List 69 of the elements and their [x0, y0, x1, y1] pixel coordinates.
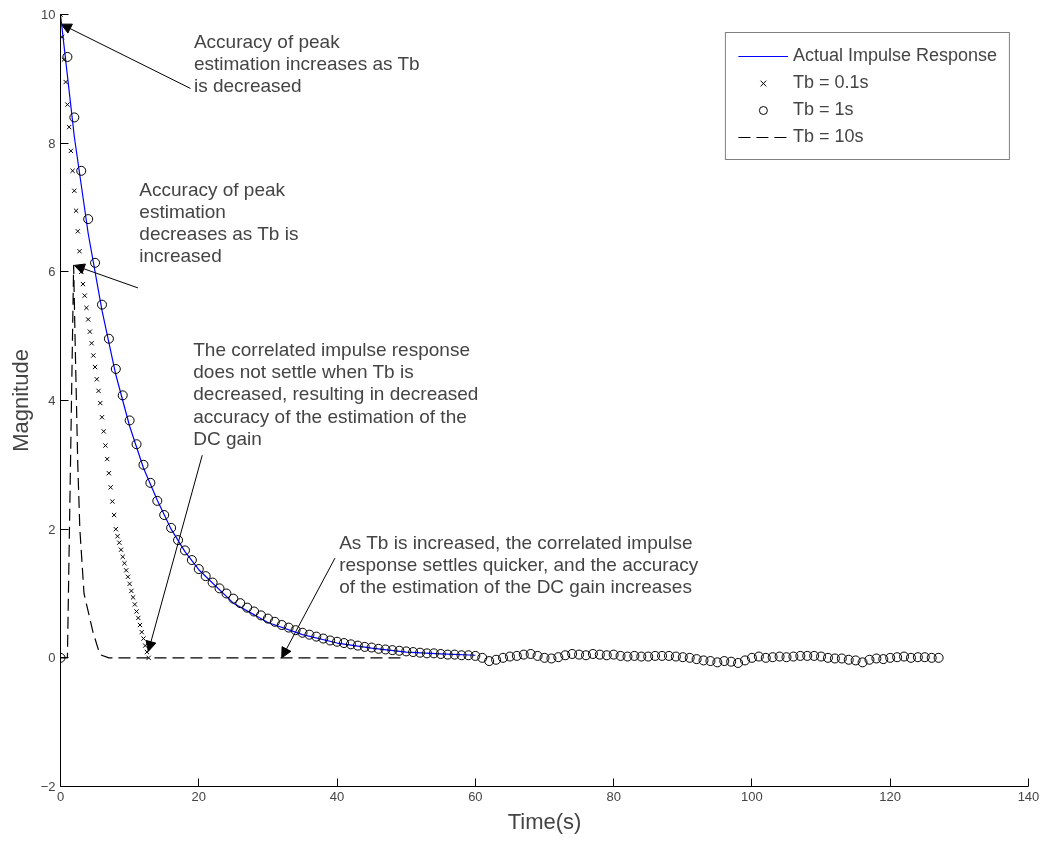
point [118, 547, 124, 553]
point [114, 533, 121, 539]
x-tick-label: 40 [329, 788, 345, 804]
point [97, 400, 103, 406]
y-axis-title: Magnitude [7, 349, 33, 452]
x-tick-label: 100 [741, 788, 763, 804]
x-axis-title: Time(s) [507, 808, 582, 834]
point [68, 148, 74, 154]
point [142, 642, 148, 649]
point [71, 188, 77, 194]
legend-label: Tb = 0.1s [792, 72, 869, 93]
point [109, 498, 115, 505]
legend-label: Tb = 1s [792, 99, 854, 120]
point [102, 442, 109, 449]
x-tick-label: 20 [191, 788, 207, 804]
point [85, 316, 91, 323]
point [128, 588, 134, 594]
point [125, 574, 131, 580]
point [94, 376, 100, 382]
point [82, 293, 88, 299]
point [113, 526, 119, 532]
point [121, 560, 128, 566]
point [108, 484, 114, 490]
point [130, 594, 136, 600]
point [99, 414, 105, 420]
point [87, 329, 93, 335]
point [63, 79, 69, 85]
point [83, 305, 90, 311]
annotation: As Tb is increased, the correlated impulse response settles quicker, and the accuracy of the estimation of the DC gain increases [339, 532, 699, 598]
point [66, 124, 72, 130]
point [127, 581, 133, 587]
point [64, 101, 71, 108]
y-tick-label: 10 [41, 7, 56, 22]
point [101, 428, 107, 434]
point [139, 629, 145, 635]
point [90, 352, 96, 359]
point [104, 456, 110, 462]
annotation: Accuracy of peak estimation decreases as Tb is increased [139, 178, 299, 266]
point [88, 340, 95, 346]
point [80, 281, 86, 287]
y-tick-label: 8 [48, 135, 56, 151]
point [76, 248, 83, 254]
point [146, 655, 152, 661]
annotation: Accuracy of peak estimation increases as Tb is decreased [193, 30, 420, 96]
x-tick-label: 120 [879, 788, 902, 804]
y-tick-label: 4 [48, 393, 56, 408]
y-tick-label: 2 [48, 521, 56, 537]
point [120, 554, 126, 560]
point [73, 208, 79, 214]
point [92, 364, 98, 370]
point [123, 567, 129, 573]
point [116, 540, 122, 546]
point [95, 388, 102, 394]
point [132, 601, 138, 608]
annotation: The correlated impulse response does not settle when Tb is decreased, resulting in decreased accuracy of the estimation of the DC gain [193, 339, 479, 449]
point [106, 470, 112, 476]
legend-label: Actual Impulse Response [792, 45, 997, 66]
x-tick-label: 140 [1017, 788, 1040, 804]
y-tick-label: −2 [40, 779, 56, 794]
x-tick-label: 80 [606, 788, 621, 804]
point [60, 34, 65, 40]
x-tick-label: 60 [468, 788, 483, 804]
point [135, 615, 141, 621]
point [111, 512, 117, 518]
y-tick-label: 6 [48, 264, 56, 280]
point [69, 168, 76, 174]
y-tick-label: 0 [48, 650, 56, 666]
legend-label: Tb = 10s [792, 126, 864, 147]
point [75, 228, 81, 234]
